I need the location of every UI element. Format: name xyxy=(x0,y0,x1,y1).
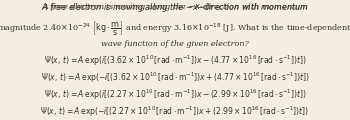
Text: $\Psi(x,\,t) = A\,\mathrm{exp}(-i[(3.62\times10^{10}\,[\mathrm{rad\cdot m^{-1}}]: $\Psi(x,\,t) = A\,\mathrm{exp}(-i[(3.62\… xyxy=(41,71,309,85)
Text: magnitude 2.40$\times$10$^{-24}$ $\left[\mathrm{kg}\cdot\dfrac{\mathrm{m}}{\math: magnitude 2.40$\times$10$^{-24}$ $\left[… xyxy=(0,19,350,37)
Text: $\Psi(x,\,t) = A\,\mathrm{exp}(-i[(2.27\times10^{10}\,[\mathrm{rad\cdot m^{-1}}]: $\Psi(x,\,t) = A\,\mathrm{exp}(-i[(2.27\… xyxy=(40,104,310,119)
Text: $\it{A\ free\ electron\ is\ moving\ along\ the}$ $-x$$\it{-direction\ with\ mome: $\it{A\ free\ electron\ is\ moving\ alon… xyxy=(41,1,309,14)
Text: $\Psi(x,\,t) = A\,\mathrm{exp}(i[(3.62\times10^{10}\,[\mathrm{rad\cdot m^{-1}}]): $\Psi(x,\,t) = A\,\mathrm{exp}(i[(3.62\t… xyxy=(44,54,306,68)
Text: A free electron is moving along the $-x$-direction with momentum: A free electron is moving along the $-x$… xyxy=(42,1,308,13)
Text: $\Psi(x,\,t) = A\,\mathrm{exp}(i[(2.27\times10^{10}\,[\mathrm{rad\cdot m^{-1}}]): $\Psi(x,\,t) = A\,\mathrm{exp}(i[(2.27\t… xyxy=(44,88,306,102)
Text: wave function of the given electron?: wave function of the given electron? xyxy=(101,40,249,48)
